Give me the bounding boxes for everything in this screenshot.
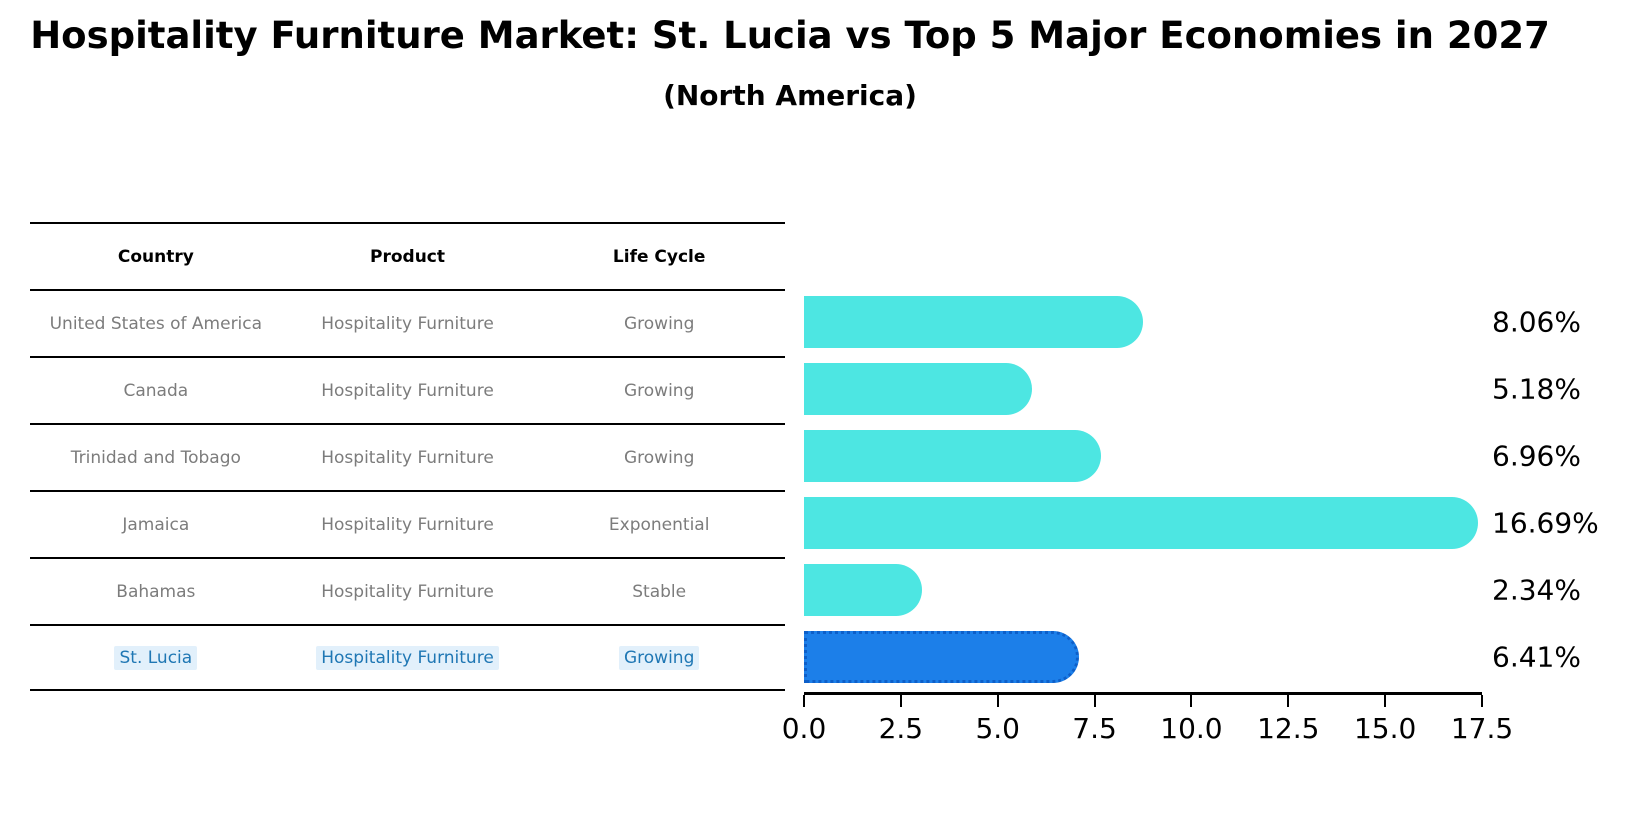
cell-country: Canada (123, 380, 189, 401)
bar-value-label: 8.06% (1492, 305, 1581, 339)
cell-life-cycle: Growing (533, 645, 785, 670)
x-axis-tick (1481, 695, 1483, 707)
bar-value-label: 5.18% (1492, 372, 1581, 406)
bar-value-label: 2.34% (1492, 573, 1581, 607)
x-axis-tick (899, 695, 902, 707)
cell-product: Hospitality Furniture (321, 313, 494, 334)
cell-life-cycle: Growing (623, 380, 695, 401)
x-axis-tick (1287, 695, 1290, 707)
x-axis-tick-label: 7.5 (1072, 712, 1117, 745)
country-table: Country Product Life Cycle United States… (30, 222, 785, 691)
column-header-life-cycle: Life Cycle (612, 246, 706, 267)
x-axis-tick (1190, 695, 1193, 707)
cell-country: Jamaica (122, 514, 190, 535)
bar-canada (804, 363, 1032, 415)
x-axis-tick (996, 695, 999, 707)
table-row: Bahamas Hospitality Furniture Stable (30, 557, 785, 624)
bar-value-label: 16.69% (1492, 506, 1599, 540)
cell-life-cycle: Stable (632, 581, 687, 602)
cell-life-cycle: Growing (623, 447, 695, 468)
table-row: Jamaica Hospitality Furniture Exponentia… (30, 490, 785, 557)
cell-country: Bahamas (116, 581, 196, 602)
column-header-country: Country (117, 246, 194, 267)
x-axis-tick-label: 0.0 (781, 712, 827, 745)
x-axis-tick-label: 12.5 (1257, 712, 1320, 745)
x-axis-tick-label: 10.0 (1160, 712, 1223, 745)
table-row: United States of America Hospitality Fur… (30, 289, 785, 356)
cell-country: Trinidad and Tobago (70, 447, 241, 468)
cell-life-cycle: Growing (623, 313, 695, 334)
bar-value-label: 6.96% (1492, 439, 1581, 473)
x-axis-tick-label: 17.5 (1450, 712, 1514, 745)
cell-product: Hospitality Furniture (321, 581, 494, 602)
cell-product: Hospitality Furniture (282, 645, 534, 670)
x-axis-tick-label: 2.5 (878, 712, 924, 745)
cell-product: Hospitality Furniture (321, 447, 494, 468)
figure-header: Hospitality Furniture Market: St. Lucia … (0, 0, 1580, 112)
bar-jamaica (804, 497, 1478, 549)
table-header-row: Country Product Life Cycle (30, 222, 785, 289)
cell-product: Hospitality Furniture (321, 380, 494, 401)
cell-product: Hospitality Furniture (321, 514, 494, 535)
bar-value-label: 6.41% (1492, 640, 1581, 674)
bar-st-lucia-highlighted (804, 631, 1080, 683)
table-row: Canada Hospitality Furniture Growing (30, 356, 785, 423)
cell-country: St. Lucia (30, 645, 282, 670)
bar-trinidad-and-tobago (804, 430, 1101, 482)
page-subtitle: (North America) (663, 79, 917, 112)
bar-united-states-of-america (804, 296, 1144, 348)
x-axis-line (804, 692, 1482, 695)
x-axis-tick (803, 695, 805, 707)
x-axis-tick-label: 5.0 (975, 712, 1020, 745)
cell-country: United States of America (49, 313, 263, 334)
x-axis-tick-label: 15.0 (1353, 712, 1417, 745)
x-axis-tick (1093, 695, 1096, 707)
page-title: Hospitality Furniture Market: St. Lucia … (30, 14, 1550, 57)
x-axis-tick (1384, 695, 1387, 707)
cell-life-cycle: Exponential (608, 514, 710, 535)
bar-bahamas (804, 564, 922, 616)
table-row-highlighted: St. Lucia Hospitality Furniture Growing (30, 624, 785, 691)
column-header-product: Product (370, 246, 445, 267)
table-row: Trinidad and Tobago Hospitality Furnitur… (30, 423, 785, 490)
bar-chart: 8.06% 5.18% 6.96% 16.69% 2.34% 6.41% 0.0… (782, 222, 1634, 782)
